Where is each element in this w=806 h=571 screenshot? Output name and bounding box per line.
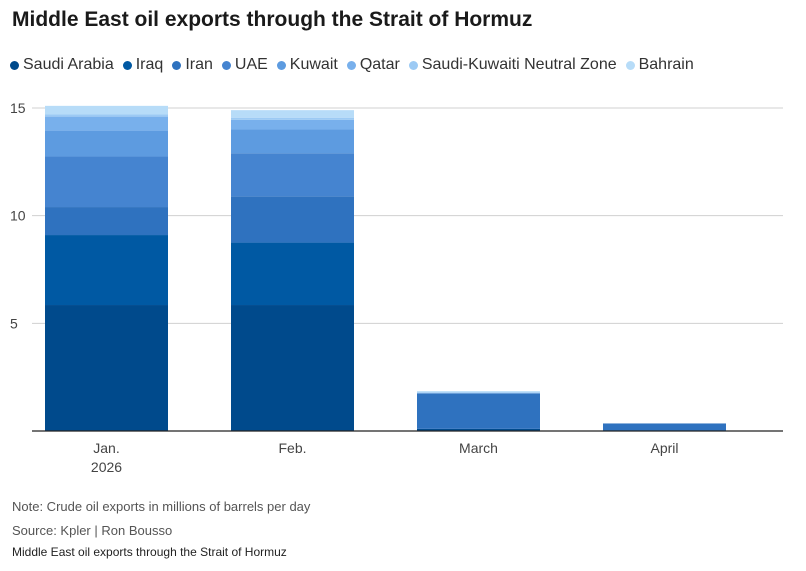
x-tick-label: Feb.	[278, 440, 306, 456]
bar-segment	[603, 423, 726, 431]
chart-title: Middle East oil exports through the Stra…	[12, 8, 533, 31]
bar-segment	[231, 129, 354, 154]
legend-label: Iraq	[135, 56, 164, 73]
y-tick-label: 5	[10, 315, 18, 331]
legend-label: Saudi Arabia	[23, 56, 114, 73]
bar-segment	[45, 114, 168, 117]
bar-segment	[45, 116, 168, 131]
bar-segment	[417, 391, 540, 393]
bar-segment	[231, 119, 354, 130]
caption: Middle East oil exports through the Stra…	[12, 545, 287, 559]
x-tick-label: April	[650, 440, 678, 456]
legend-dot-icon	[122, 60, 132, 70]
bar-segment	[417, 428, 540, 431]
legend-label: Saudi-Kuwaiti Neutral Zone	[421, 56, 617, 73]
bar-segment	[45, 305, 168, 431]
legend-item: Saudi Arabia	[10, 56, 114, 74]
bar-segment	[231, 305, 354, 431]
footnote: Note: Crude oil exports in millions of b…	[12, 499, 311, 514]
legend-item: Bahrain	[625, 56, 694, 74]
bar-segment	[231, 110, 354, 118]
source-line: Source: Kpler | Ron Bousso	[12, 523, 173, 538]
legend-dot-icon	[10, 60, 19, 70]
bar-segment	[231, 153, 354, 197]
legend-item: Kuwait	[276, 56, 338, 74]
y-tick-label: 15	[10, 100, 26, 116]
legend-dot-icon	[408, 60, 418, 70]
legend-item: Saudi-Kuwaiti Neutral Zone	[408, 56, 617, 74]
legend-item: UAE	[221, 56, 268, 74]
y-tick-label: 10	[10, 208, 26, 224]
legend-dot-icon	[221, 60, 231, 70]
bar-segment	[417, 392, 540, 394]
legend-dot-icon	[276, 60, 286, 70]
legend-label: UAE	[234, 56, 268, 73]
legend: Saudi Arabia Iraq Iran UAE Kuwait Qatar Saudi-…	[10, 56, 703, 74]
x-tick-label: March	[459, 440, 498, 456]
bar-segment	[45, 156, 168, 208]
bar-segment	[417, 393, 540, 429]
bar-segment	[231, 117, 354, 120]
legend-dot-icon	[625, 60, 635, 70]
bar-segment	[45, 105, 168, 115]
x-tick-label: Jan.	[93, 440, 119, 456]
legend-item: Iran	[172, 56, 213, 74]
bar-segment	[231, 242, 354, 306]
legend-label: Bahrain	[638, 56, 694, 73]
legend-label: Kuwait	[289, 56, 338, 73]
legend-dot-icon	[172, 60, 182, 70]
legend-label: Iran	[185, 56, 213, 73]
legend-item: Iraq	[122, 56, 164, 74]
legend-dot-icon	[346, 60, 356, 70]
bar-segment	[45, 130, 168, 157]
bar-segment	[231, 196, 354, 243]
legend-item: Qatar	[346, 56, 400, 74]
bar-segment	[45, 235, 168, 306]
x-tick-label: 2026	[91, 459, 122, 475]
chart-plot-area: 5 10 15 Jan. 2026 Feb. March April	[10, 100, 783, 475]
bar-segment	[45, 207, 168, 236]
legend-label: Qatar	[359, 56, 400, 73]
